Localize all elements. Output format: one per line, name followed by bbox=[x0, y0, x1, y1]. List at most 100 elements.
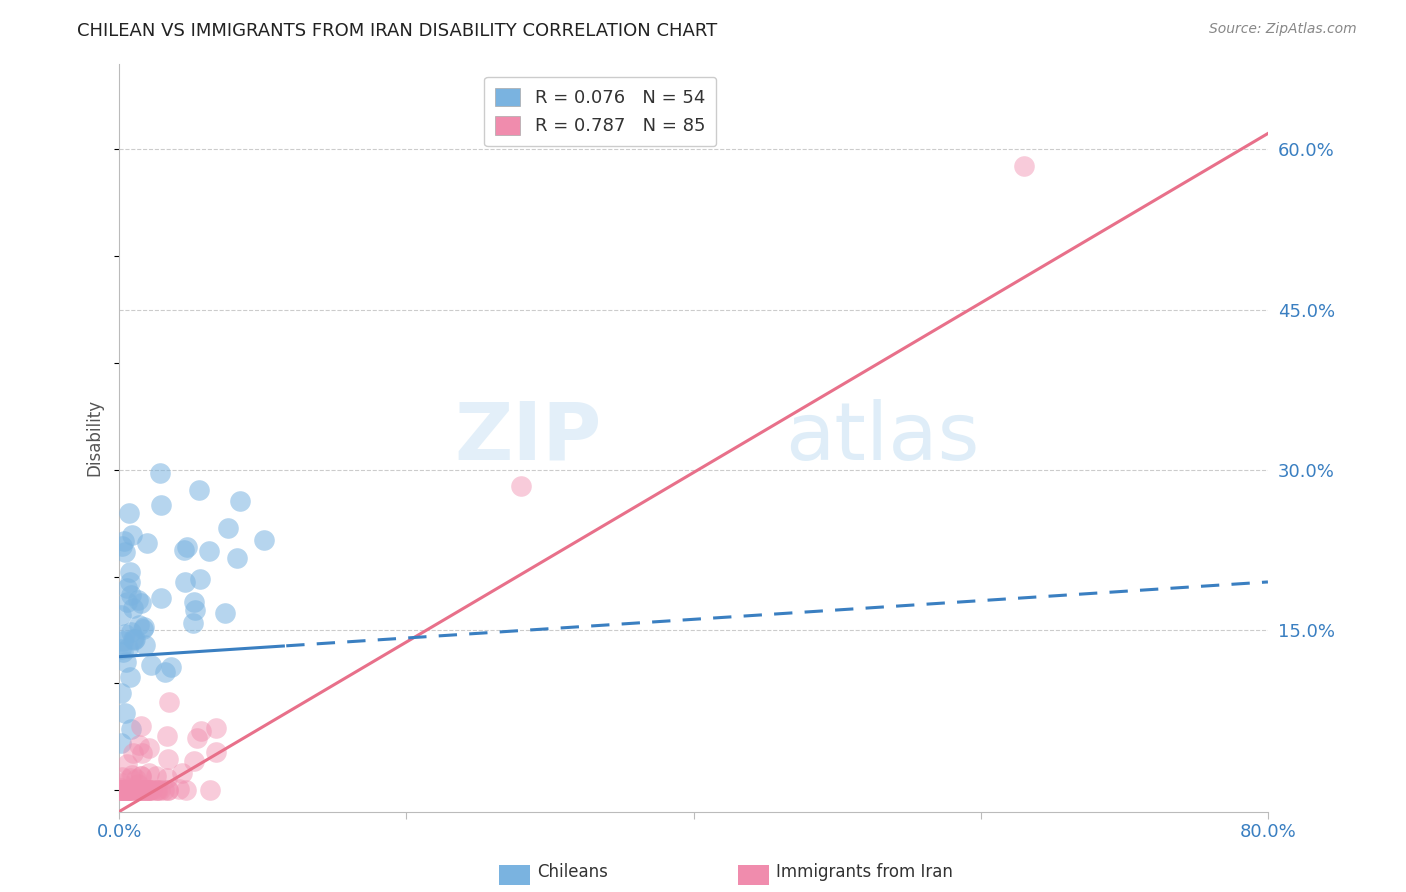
Point bbox=[205, 721, 228, 735]
Point bbox=[121, 528, 143, 542]
Point bbox=[121, 746, 143, 760]
Point bbox=[120, 588, 142, 602]
Point bbox=[114, 783, 136, 797]
Point bbox=[111, 539, 134, 553]
Point bbox=[129, 719, 152, 733]
Point bbox=[110, 608, 132, 623]
Point bbox=[120, 574, 142, 589]
Point bbox=[128, 783, 150, 797]
Point bbox=[134, 783, 156, 797]
Point bbox=[190, 724, 212, 739]
Point bbox=[114, 706, 136, 720]
Point bbox=[110, 686, 132, 700]
Point bbox=[197, 543, 219, 558]
Text: Immigrants from Iran: Immigrants from Iran bbox=[776, 863, 953, 881]
Point bbox=[110, 781, 132, 796]
Point bbox=[229, 494, 252, 508]
Text: Chileans: Chileans bbox=[537, 863, 607, 881]
Point bbox=[125, 783, 148, 797]
Point bbox=[156, 783, 179, 797]
Point bbox=[117, 783, 139, 797]
Point bbox=[139, 658, 162, 673]
Point bbox=[129, 768, 152, 782]
Text: Source: ZipAtlas.com: Source: ZipAtlas.com bbox=[1209, 22, 1357, 37]
Point bbox=[128, 738, 150, 752]
Point bbox=[115, 783, 138, 797]
Point bbox=[148, 466, 170, 480]
Point bbox=[134, 639, 156, 653]
Point bbox=[146, 783, 169, 797]
Point bbox=[125, 783, 148, 797]
Text: ZIP: ZIP bbox=[454, 399, 602, 477]
Point bbox=[122, 632, 145, 647]
Point bbox=[117, 783, 139, 797]
Point bbox=[117, 783, 139, 797]
Point bbox=[110, 776, 132, 790]
Point bbox=[138, 765, 160, 780]
Point bbox=[155, 665, 177, 679]
Point bbox=[118, 783, 141, 797]
Text: atlas: atlas bbox=[786, 399, 980, 477]
Point bbox=[115, 595, 138, 609]
Point bbox=[225, 551, 247, 566]
Point bbox=[111, 783, 134, 797]
Point bbox=[118, 783, 141, 797]
Point bbox=[114, 656, 136, 670]
Point bbox=[110, 783, 132, 797]
Legend: R = 0.076   N = 54, R = 0.787   N = 85: R = 0.076 N = 54, R = 0.787 N = 85 bbox=[485, 77, 716, 146]
Point bbox=[125, 772, 148, 786]
Point bbox=[128, 783, 150, 797]
Point bbox=[181, 615, 204, 630]
Point bbox=[146, 783, 169, 797]
Text: CHILEAN VS IMMIGRANTS FROM IRAN DISABILITY CORRELATION CHART: CHILEAN VS IMMIGRANTS FROM IRAN DISABILI… bbox=[77, 22, 717, 40]
Point bbox=[139, 783, 162, 797]
Point bbox=[110, 770, 132, 784]
Point bbox=[1012, 159, 1035, 173]
Point bbox=[120, 722, 142, 736]
Point bbox=[110, 642, 132, 657]
Point bbox=[114, 627, 136, 641]
Point bbox=[120, 624, 142, 639]
Point bbox=[128, 617, 150, 632]
Point bbox=[114, 783, 136, 797]
Point bbox=[110, 783, 132, 797]
Point bbox=[132, 783, 155, 797]
Y-axis label: Disability: Disability bbox=[86, 400, 103, 476]
Point bbox=[118, 670, 141, 684]
Point bbox=[138, 783, 160, 797]
Point bbox=[188, 573, 211, 587]
Point bbox=[253, 533, 276, 547]
Point bbox=[111, 782, 134, 797]
Point bbox=[135, 783, 157, 797]
Point bbox=[138, 741, 160, 756]
Point bbox=[156, 771, 179, 785]
Point bbox=[183, 754, 205, 768]
Point bbox=[117, 783, 139, 797]
Point bbox=[510, 479, 533, 493]
Point bbox=[169, 781, 191, 796]
Point bbox=[111, 783, 134, 797]
Point bbox=[129, 769, 152, 783]
Point bbox=[120, 783, 142, 797]
Point bbox=[128, 783, 150, 797]
Point bbox=[112, 633, 135, 648]
Point bbox=[156, 729, 179, 743]
Point bbox=[114, 545, 136, 559]
Point bbox=[110, 736, 132, 750]
Point bbox=[112, 534, 135, 549]
Point bbox=[157, 695, 180, 709]
Point bbox=[149, 783, 172, 797]
Point bbox=[138, 783, 160, 797]
Point bbox=[149, 498, 172, 512]
Point bbox=[111, 783, 134, 797]
Point bbox=[136, 783, 159, 797]
Point bbox=[153, 783, 176, 797]
Point bbox=[131, 746, 153, 760]
Point bbox=[183, 595, 205, 609]
Point bbox=[214, 606, 236, 620]
Point bbox=[118, 506, 141, 520]
Point bbox=[131, 596, 153, 610]
Point bbox=[136, 536, 159, 550]
Point bbox=[149, 591, 172, 606]
Point bbox=[112, 645, 135, 659]
